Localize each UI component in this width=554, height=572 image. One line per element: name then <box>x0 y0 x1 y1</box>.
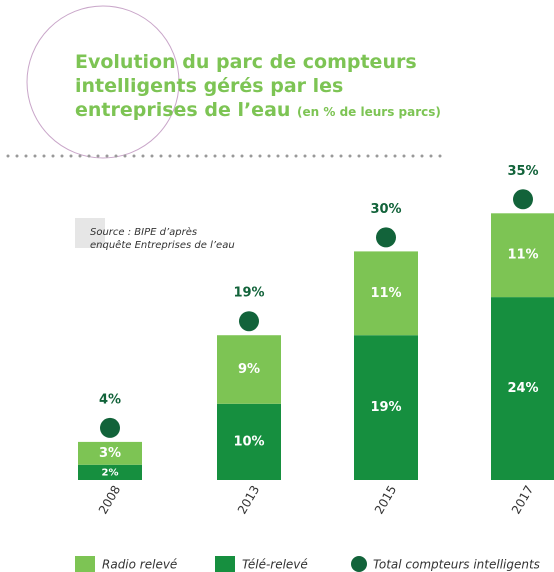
bar-segment <box>491 297 554 480</box>
x-tick-label: 2015 <box>372 483 399 516</box>
value-label: 2% <box>102 467 119 478</box>
value-label: 10% <box>233 434 264 449</box>
x-tick-label: 2008 <box>96 483 123 516</box>
total-dot <box>100 417 120 438</box>
value-label: 24% <box>507 381 538 396</box>
legend-label: Total compteurs intelligents <box>373 558 540 572</box>
bar-segment <box>78 441 142 465</box>
legend-swatch <box>215 556 235 572</box>
legend-dot <box>351 556 367 572</box>
total-dot <box>513 189 533 210</box>
bar-segment <box>78 464 142 480</box>
total-label: 35% <box>507 164 538 179</box>
value-label: 11% <box>507 248 538 263</box>
chart-title: Evolution du parc de compteurs intellige… <box>75 51 417 121</box>
legend-label: Radio relevé <box>102 558 177 572</box>
total-label: 4% <box>99 392 121 407</box>
bar-segment <box>217 403 281 480</box>
value-label: 3% <box>99 446 121 461</box>
title-block: Evolution du parc de compteurs intellige… <box>75 50 465 124</box>
value-label: 11% <box>370 286 401 301</box>
value-label: 9% <box>238 362 260 377</box>
total-dot <box>376 227 396 248</box>
total-label: 30% <box>370 202 401 217</box>
x-tick-label: 2013 <box>235 483 262 516</box>
x-tick-label: 2017 <box>509 483 536 516</box>
bar-segment <box>354 251 418 336</box>
bar-segment <box>491 213 554 298</box>
legend-label: Télé-relevé <box>242 558 308 572</box>
bar-segment <box>217 335 281 404</box>
source: Source : BIPE d’après enquête Entreprise… <box>90 227 235 251</box>
legend-swatch <box>75 556 95 572</box>
total-label: 19% <box>233 286 264 301</box>
value-label: 19% <box>370 400 401 415</box>
bar-segment <box>354 335 418 480</box>
decor-circle <box>26 5 180 159</box>
chart-subtitle: (en % de leurs parcs) <box>297 105 441 119</box>
source-box <box>75 218 105 248</box>
total-dot <box>239 311 259 332</box>
